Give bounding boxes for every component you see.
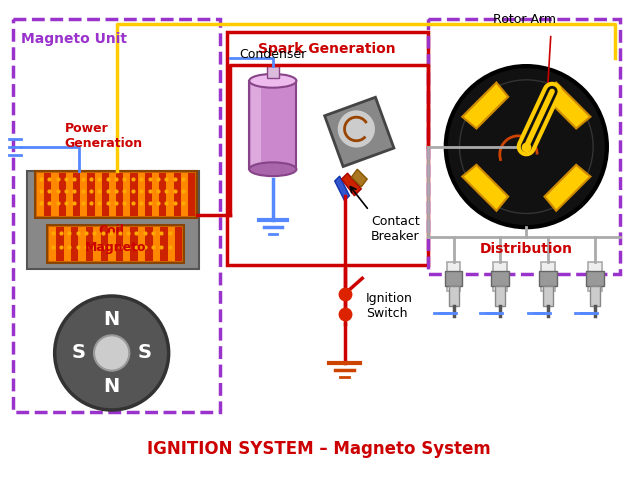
Polygon shape (335, 176, 350, 201)
Polygon shape (78, 227, 86, 261)
Polygon shape (131, 173, 138, 217)
FancyBboxPatch shape (35, 171, 197, 218)
Text: Magneto Unit: Magneto Unit (21, 32, 127, 46)
Text: Magneto: Magneto (85, 241, 146, 254)
Text: Contact
Breaker: Contact Breaker (371, 216, 420, 243)
Polygon shape (80, 173, 87, 217)
Polygon shape (160, 173, 167, 217)
FancyBboxPatch shape (491, 272, 508, 286)
FancyBboxPatch shape (64, 331, 96, 375)
Polygon shape (462, 82, 508, 128)
Polygon shape (138, 173, 145, 217)
Circle shape (94, 335, 130, 371)
Ellipse shape (249, 74, 297, 88)
Polygon shape (71, 227, 78, 261)
Polygon shape (174, 173, 181, 217)
FancyBboxPatch shape (27, 171, 199, 270)
Polygon shape (175, 227, 182, 261)
Polygon shape (123, 173, 131, 217)
Circle shape (55, 296, 168, 410)
Polygon shape (160, 227, 168, 261)
Text: N: N (103, 310, 120, 329)
Polygon shape (66, 173, 73, 217)
Text: Spark Generation: Spark Generation (258, 42, 396, 56)
Polygon shape (544, 82, 590, 128)
Polygon shape (341, 173, 361, 196)
Polygon shape (152, 227, 160, 261)
FancyBboxPatch shape (251, 81, 261, 169)
Polygon shape (52, 173, 59, 217)
Polygon shape (145, 227, 152, 261)
FancyBboxPatch shape (539, 272, 557, 286)
FancyBboxPatch shape (541, 262, 555, 291)
Circle shape (446, 66, 607, 227)
FancyBboxPatch shape (445, 272, 463, 286)
Polygon shape (462, 165, 508, 211)
FancyBboxPatch shape (47, 225, 184, 262)
Polygon shape (94, 173, 101, 217)
Text: Distribution: Distribution (480, 242, 573, 256)
FancyBboxPatch shape (447, 262, 461, 291)
Polygon shape (181, 173, 188, 217)
Ellipse shape (249, 162, 297, 176)
Polygon shape (352, 169, 367, 187)
Polygon shape (56, 227, 64, 261)
Polygon shape (44, 173, 52, 217)
Polygon shape (109, 173, 116, 217)
Polygon shape (152, 173, 160, 217)
Text: Condenser: Condenser (239, 48, 306, 61)
FancyBboxPatch shape (493, 262, 507, 291)
Polygon shape (544, 165, 590, 211)
Polygon shape (325, 97, 394, 167)
Polygon shape (115, 227, 123, 261)
Text: S: S (71, 343, 85, 363)
Polygon shape (87, 173, 94, 217)
Polygon shape (64, 227, 71, 261)
FancyBboxPatch shape (128, 331, 159, 375)
Polygon shape (116, 173, 123, 217)
Polygon shape (145, 173, 152, 217)
FancyBboxPatch shape (96, 300, 128, 343)
Polygon shape (101, 173, 109, 217)
Polygon shape (73, 173, 80, 217)
Text: Ignition
Switch: Ignition Switch (366, 292, 413, 320)
FancyBboxPatch shape (267, 66, 279, 78)
Polygon shape (101, 227, 108, 261)
Polygon shape (168, 227, 175, 261)
FancyBboxPatch shape (96, 363, 128, 406)
FancyBboxPatch shape (249, 81, 297, 169)
Text: Power
Generation: Power Generation (64, 122, 143, 150)
Polygon shape (130, 227, 138, 261)
Polygon shape (59, 173, 66, 217)
Polygon shape (86, 227, 93, 261)
FancyBboxPatch shape (586, 272, 604, 286)
Polygon shape (108, 227, 115, 261)
Polygon shape (138, 227, 145, 261)
FancyBboxPatch shape (543, 286, 553, 306)
Polygon shape (93, 227, 101, 261)
FancyBboxPatch shape (590, 286, 600, 306)
Polygon shape (188, 173, 195, 217)
Circle shape (337, 109, 376, 148)
FancyBboxPatch shape (449, 286, 459, 306)
Text: Coil: Coil (98, 224, 124, 237)
Polygon shape (167, 173, 174, 217)
Text: N: N (103, 377, 120, 396)
Text: IGNITION SYSTEM – Magneto System: IGNITION SYSTEM – Magneto System (147, 440, 491, 458)
Polygon shape (123, 227, 130, 261)
FancyBboxPatch shape (495, 286, 505, 306)
Circle shape (459, 80, 593, 214)
FancyBboxPatch shape (588, 262, 602, 291)
Text: S: S (138, 343, 152, 363)
Text: Rotor Arm: Rotor Arm (493, 13, 556, 26)
Polygon shape (37, 173, 44, 217)
Polygon shape (48, 227, 56, 261)
